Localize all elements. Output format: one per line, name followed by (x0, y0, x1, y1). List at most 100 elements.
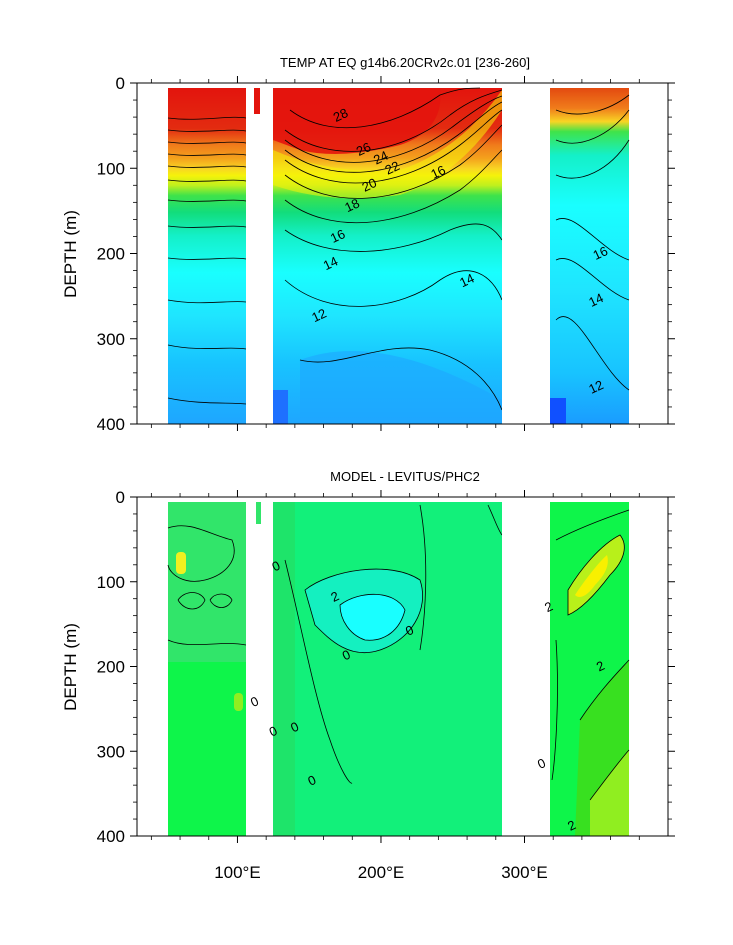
isotherm-20 (284, 109, 503, 184)
diff-contour (304, 568, 423, 654)
diff-contour (167, 525, 235, 582)
land-gap-1 (246, 88, 273, 424)
panel1-contour-label: 16 (591, 243, 610, 263)
diff-contour (579, 659, 630, 721)
isotherm-10 (299, 347, 503, 411)
x-tick-label: 300°E (501, 863, 548, 882)
panel1-contour-label: 16 (428, 162, 447, 182)
x-tick-label: 200°E (358, 863, 405, 882)
panel1-contour-label: 24 (371, 148, 390, 168)
panel1-contour-label: 26 (354, 139, 373, 159)
temp-fill-east (550, 88, 629, 424)
isotherm (167, 257, 247, 260)
diff-contour (209, 593, 233, 608)
panel1-ytick-label: 200 (97, 245, 125, 264)
isotherm-16 (284, 149, 503, 224)
panel1-contour-label: 22 (383, 158, 402, 178)
temp-fill-west (168, 88, 246, 424)
panel2-ylabel: DEPTH (m) (61, 623, 80, 711)
thermocline-band (273, 90, 502, 199)
panel2-ytick-label: 400 (97, 827, 125, 846)
isotherm (167, 299, 247, 304)
deep-cold-water (300, 351, 502, 424)
isotherm-east (555, 316, 630, 391)
isotherm-east (555, 109, 630, 144)
difference-contours (167, 504, 630, 801)
panel2-ytick-label: 200 (97, 658, 125, 677)
isotherm-east (555, 94, 630, 115)
difference-panel: MODEL - LEVITUS/PHC2 (61, 469, 675, 846)
isotherm (167, 153, 247, 156)
panel1-ytick-label: 0 (116, 74, 125, 93)
panel1-contour-label: 16 (328, 226, 347, 246)
panel1-contour-label: 20 (360, 175, 379, 195)
land-sliver-b (256, 502, 261, 524)
isotherm (167, 165, 247, 168)
isotherm (167, 199, 247, 202)
x-axis-tick-labels: 100°E 200°E 300°E (214, 863, 548, 882)
panel1-contour-label: 14 (457, 270, 476, 290)
isotherm-24 (284, 95, 503, 163)
panel2-ytick-label: 100 (97, 573, 125, 592)
temperature-fill (168, 88, 629, 424)
panel1-contour-label: 12 (586, 377, 605, 397)
diff-contour (551, 639, 558, 781)
warm-spot (234, 693, 243, 711)
diff-contour (177, 592, 206, 610)
isotherm (167, 179, 247, 182)
x-tick-label: 100°E (214, 863, 261, 882)
diff-contour (567, 534, 625, 616)
panel1-contour-label: 18 (342, 195, 361, 215)
panel1-ytick-label: 300 (97, 330, 125, 349)
land-gap-2b (502, 502, 550, 836)
isotherm-east (555, 258, 630, 301)
land-sliver (254, 88, 260, 114)
panel1-contour-label: 14 (321, 253, 340, 273)
isotherm-east (555, 218, 630, 261)
land-gap-1b (246, 502, 273, 836)
coldest-patch-east (550, 398, 566, 424)
isotherm (167, 116, 247, 120)
panel2-title: MODEL - LEVITUS/PHC2 (330, 469, 480, 484)
warm-pool (273, 88, 441, 154)
panel1-ytick-label: 100 (97, 159, 125, 178)
diff-contour (589, 749, 630, 801)
diff-fill-strip (273, 502, 295, 836)
isotherm-12 (284, 270, 503, 307)
temperature-panel: TEMP AT EQ g14b6.20CRv2c.01 [236-260] (61, 55, 675, 434)
panel1-contour-label: 28 (331, 105, 350, 125)
deep-sliver (273, 390, 288, 424)
panel1-contour-label: 14 (586, 290, 605, 310)
panel2-axes: 0 100 200 300 400 (97, 488, 675, 846)
isotherm-18 (284, 124, 503, 199)
land-gap-2 (502, 88, 550, 424)
cool-anomaly-core (340, 594, 405, 641)
panel1-title: TEMP AT EQ g14b6.20CRv2c.01 [236-260] (280, 55, 530, 70)
diff-contour (167, 639, 247, 646)
isotherm-east (555, 139, 630, 179)
isotherm (167, 397, 247, 405)
isotherm (167, 141, 247, 144)
warm-anomaly-deep-core (590, 750, 629, 836)
diff-contour (487, 504, 503, 536)
diff-fill-central (273, 502, 502, 836)
isotherm-28 (289, 87, 481, 129)
isotherm-22 (284, 101, 503, 173)
diff-fill-west-upper (168, 502, 246, 662)
diff-contour (339, 593, 406, 641)
isotherm-14 (284, 223, 503, 252)
difference-fill (168, 502, 629, 836)
warm-spot (176, 552, 186, 574)
warm-anomaly-core (575, 555, 608, 597)
isotherm-26 (284, 89, 503, 152)
isotherm (167, 344, 247, 350)
panel1-axes: 0 100 200 300 400 (97, 74, 675, 434)
diff-contour (419, 504, 427, 651)
isotherm (167, 129, 247, 132)
panel2-ytick-label: 300 (97, 742, 125, 761)
panel2-ytick-label: 0 (116, 488, 125, 507)
panel1-contour-label: 12 (309, 305, 328, 325)
isotherm-lines (167, 87, 630, 411)
